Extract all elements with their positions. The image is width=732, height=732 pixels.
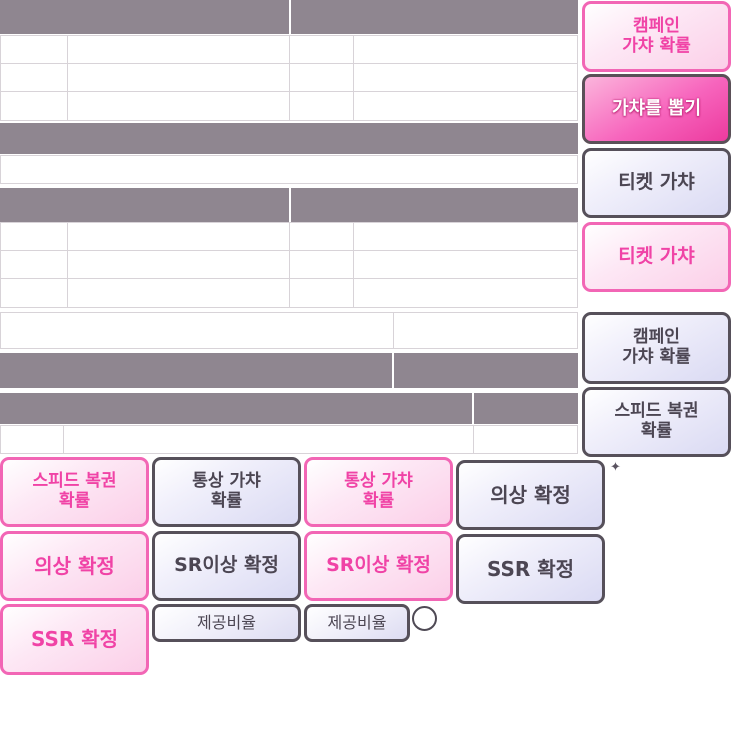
table3-header-cell-1	[0, 188, 289, 222]
table3-cell	[353, 250, 578, 279]
round-toggle-icon[interactable]	[412, 606, 437, 631]
table4-cell	[393, 312, 578, 349]
outfit-confirm-button-pink[interactable]: 의상 확정	[0, 531, 149, 601]
table1-cell	[0, 35, 68, 64]
table3-cell	[353, 222, 578, 251]
table2-cell	[0, 155, 578, 184]
table4-cell	[0, 312, 394, 349]
table1-cell	[67, 35, 290, 64]
table3-cell	[67, 278, 290, 308]
table3-cell	[353, 278, 578, 308]
table1-cell	[67, 63, 290, 92]
table4-header-cell-1	[0, 353, 392, 388]
sr-outfit-confirm-button-gray[interactable]: SR이상 확정	[152, 531, 301, 601]
outfit-confirm-button-gray[interactable]: 의상 확정	[456, 460, 605, 530]
table3-header-cell-2	[291, 188, 578, 222]
sr-outfit-confirm-button-pink[interactable]: SR이상 확정	[304, 531, 453, 601]
normal-gacha-prob-button-pink[interactable]: 통상 가챠 확률	[304, 457, 453, 527]
normal-gacha-prob-button-gray[interactable]: 통상 가챠 확률	[152, 457, 301, 527]
table3-cell	[289, 222, 354, 251]
table1-cell	[289, 91, 354, 121]
ticket-gacha-button-gray[interactable]: 티켓 가챠	[582, 148, 731, 218]
table1-cell	[0, 91, 68, 121]
table1-cell	[353, 91, 578, 121]
table5-cell	[473, 425, 578, 454]
table1-header-cell-1	[0, 0, 289, 34]
table1-cell	[67, 91, 290, 121]
table3-cell	[0, 222, 68, 251]
table3-cell	[67, 250, 290, 279]
table1-cell	[353, 35, 578, 64]
campaign-gacha-prob-button-pink[interactable]: 캠페인 가챠 확률	[582, 1, 731, 72]
table3-cell	[289, 250, 354, 279]
ssr-confirm-button-pink[interactable]: SSR 확정	[0, 604, 149, 675]
table3-cell	[0, 250, 68, 279]
speed-lottery-prob-button-gray[interactable]: 스피드 복권 확률	[582, 387, 731, 457]
ssr-confirm-button-gray[interactable]: SSR 확정	[456, 534, 605, 604]
provide-ratio-button-2[interactable]: 제공비율	[304, 604, 410, 642]
table5-header-cell-1	[0, 393, 472, 424]
table1-cell	[353, 63, 578, 92]
table2-header	[0, 123, 578, 154]
table4-header-cell-2	[394, 353, 578, 388]
ticket-gacha-button-pink[interactable]: 티켓 가챠	[582, 222, 731, 292]
table5-header-cell-2	[474, 393, 578, 424]
table3-cell	[289, 278, 354, 308]
campaign-gacha-prob-button-gray[interactable]: 캠페인 가챠 확률	[582, 312, 731, 384]
table1-cell	[289, 63, 354, 92]
table3-cell	[67, 222, 290, 251]
table1-header-cell-2	[291, 0, 578, 34]
table5-cell	[0, 425, 64, 454]
gacha-draw-button[interactable]: 가챠를 뽑기	[582, 74, 731, 144]
table5-cell	[63, 425, 474, 454]
table1-cell	[289, 35, 354, 64]
table3-cell	[0, 278, 68, 308]
table1-cell	[0, 63, 68, 92]
speed-lottery-prob-button-pink[interactable]: 스피드 복권 확률	[0, 457, 149, 527]
sparkle-icon: ✦	[610, 460, 621, 475]
provide-ratio-button-1[interactable]: 제공비율	[152, 604, 301, 642]
